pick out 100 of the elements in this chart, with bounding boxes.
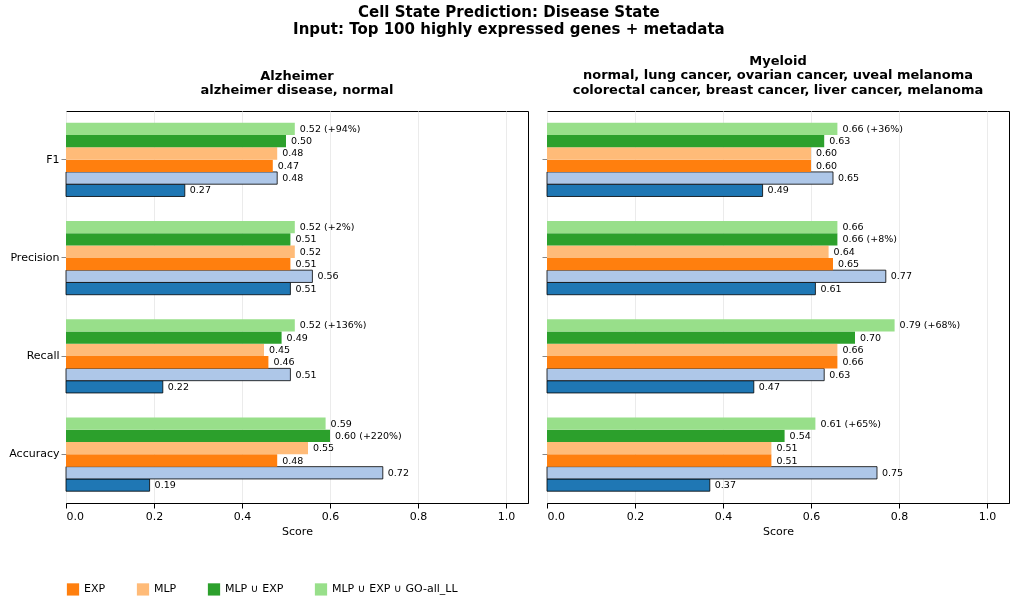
data-label: 0.52 (+2%) — [299, 221, 355, 233]
data-label: 0.27 — [189, 184, 211, 196]
bar — [547, 417, 816, 430]
data-label: 0.37 — [714, 479, 736, 491]
data-label: 0.51 — [295, 233, 317, 245]
chart-subtitle: alzheimer disease, normal — [200, 82, 394, 97]
data-label: 0.65 — [838, 258, 860, 270]
data-label: 0.51 — [295, 368, 317, 380]
data-label: 0.63 — [829, 135, 851, 147]
data-label: 0.48 — [282, 454, 304, 466]
data-label: 0.45 — [269, 343, 291, 355]
data-label: 0.66 (+36%) — [842, 122, 904, 134]
bar — [66, 135, 286, 148]
bar — [547, 221, 838, 234]
bar — [547, 454, 772, 467]
data-label: 0.49 — [767, 184, 789, 196]
bar — [66, 356, 269, 369]
bar — [66, 245, 295, 258]
x-tick-label: 1.0 — [978, 509, 997, 523]
data-label: 0.47 — [277, 159, 299, 171]
chart-subtitle: normal, lung cancer, ovarian cancer, uveal melanoma colorectal cancer, breast cancer, liver cancer, melanoma — [572, 67, 984, 97]
bar — [66, 417, 326, 430]
data-label: 0.79 (+68%) — [899, 319, 961, 331]
bar — [66, 257, 291, 271]
y-tick-label: Recall — [26, 349, 60, 363]
bar — [66, 122, 295, 136]
data-label: 0.72 — [387, 466, 409, 478]
bar — [547, 442, 772, 455]
data-label: 0.48 — [282, 147, 304, 159]
x-tick-label: 0.4 — [233, 509, 252, 523]
data-label: 0.54 — [789, 429, 811, 441]
data-label: 0.66 (+8%) — [842, 233, 898, 245]
data-label: 0.52 (+94%) — [299, 122, 361, 134]
data-label: 0.64 — [833, 245, 855, 257]
bar — [66, 233, 291, 246]
bar — [66, 319, 295, 332]
data-label: 0.47 — [758, 380, 780, 392]
data-label: 0.66 — [842, 221, 864, 233]
x-axis-title: Score — [282, 524, 314, 538]
data-label: 0.60 — [816, 159, 838, 171]
data-label: 0.66 — [842, 356, 864, 368]
bar — [547, 319, 895, 332]
legend-label: EXP — [84, 582, 106, 596]
x-tick-label: 0.8 — [890, 509, 909, 523]
bar — [66, 159, 273, 172]
data-label: 0.49 — [286, 331, 308, 343]
x-tick-label: 0.0 — [547, 509, 565, 523]
data-label: 0.61 — [820, 282, 842, 294]
data-label: 0.52 — [299, 245, 321, 257]
x-tick-label: 0.0 — [66, 509, 84, 523]
legend-label: MLP ∪ EXP ∪ GO-all_LL — [332, 582, 459, 596]
bar — [547, 147, 811, 160]
y-tick-label: F1 — [46, 152, 60, 166]
bar — [547, 429, 785, 443]
bar — [547, 356, 838, 369]
x-axis-title: Score — [763, 524, 795, 538]
bar — [547, 135, 825, 148]
bar — [547, 159, 811, 172]
x-tick-label: 0.6 — [802, 509, 821, 523]
bar — [547, 233, 838, 246]
data-label: 0.63 — [829, 368, 851, 380]
bar — [547, 257, 833, 271]
legend-label: MLP ∪ EXP — [225, 582, 284, 596]
data-label: 0.75 — [882, 466, 904, 478]
bar — [547, 245, 829, 258]
bar — [66, 343, 264, 357]
text: Input: Top 100 highly expressed genes + metadata — [293, 19, 725, 38]
data-label: 0.65 — [838, 172, 860, 184]
text: Cell State Prediction: Disease State — [358, 2, 660, 21]
bar — [66, 147, 278, 160]
x-tick-label: 0.2 — [626, 509, 645, 523]
data-label: 0.51 — [295, 282, 317, 294]
x-tick-label: 0.8 — [409, 509, 428, 523]
chart-title: Alzheimer — [260, 68, 335, 83]
data-label: 0.50 — [291, 135, 313, 147]
data-label: 0.60 (+220%) — [335, 429, 402, 441]
data-label: 0.46 — [273, 356, 295, 368]
data-label: 0.59 — [330, 417, 352, 429]
data-label: 0.70 — [860, 331, 882, 343]
data-label: 0.51 — [295, 258, 317, 270]
y-tick-label: Accuracy — [9, 447, 60, 461]
bar — [66, 331, 282, 344]
y-tick-label: Precision — [10, 250, 60, 264]
x-tick-label: 0.2 — [145, 509, 164, 523]
data-label: 0.61 (+65%) — [820, 417, 882, 429]
x-tick-label: 0.6 — [321, 509, 340, 523]
x-tick-label: 0.4 — [714, 509, 733, 523]
data-label: 0.51 — [776, 442, 798, 454]
bar — [66, 442, 308, 455]
data-label: 0.52 (+136%) — [299, 319, 367, 331]
bar — [547, 343, 838, 357]
data-label: 0.60 — [816, 147, 838, 159]
x-tick-label: 1.0 — [497, 509, 516, 523]
chart-title: Myeloid — [749, 53, 807, 68]
bar — [66, 221, 295, 234]
bar — [547, 122, 838, 136]
data-label: 0.55 — [313, 442, 335, 454]
data-label: 0.48 — [282, 172, 304, 184]
data-label: 0.56 — [317, 270, 339, 282]
data-label: 0.19 — [154, 479, 176, 491]
